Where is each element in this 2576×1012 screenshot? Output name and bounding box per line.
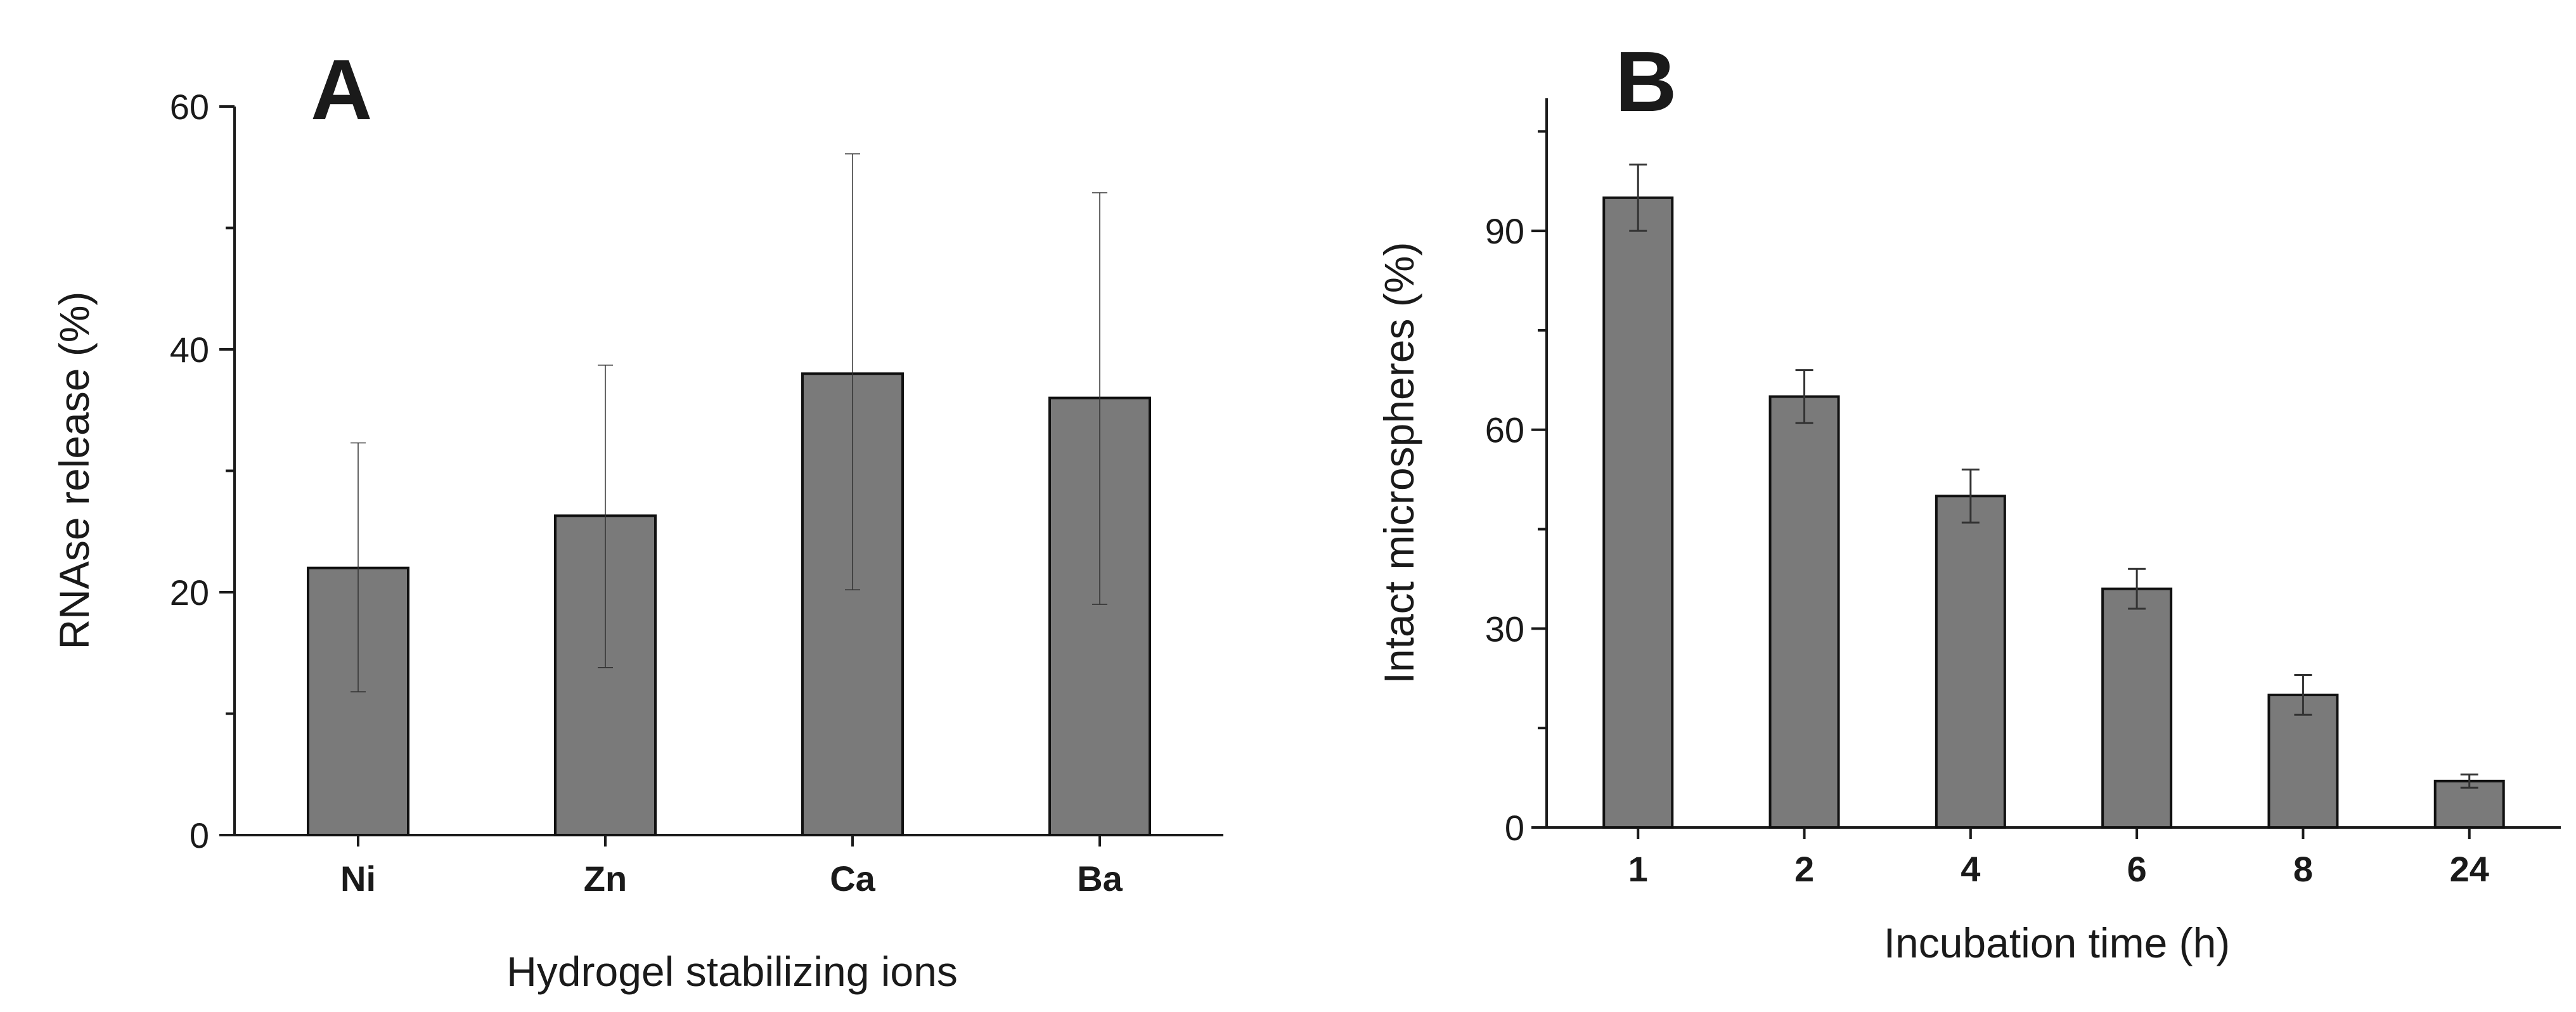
panel-b-x-axis-title: Incubation time (h) [1884,919,2231,966]
panel-b-x-tick-label-1: 1 [1628,849,1648,889]
panel-b-letter: B [1615,34,1677,129]
panel-b-bar-24 [2433,779,2505,829]
panel-a-bar-chart: A Hydrogel stabilizing ions RNAse releas… [51,42,1223,995]
panel-a-letter: A [311,42,373,138]
panel-b-bar-4 [1935,495,2006,829]
panel-b-bar-2 [1768,395,1840,829]
panel-a-y-tick-label: 60 [170,87,209,127]
panel-a-y-tick-label: 0 [190,815,209,855]
panel-a-x-tick-label-Zn: Zn [584,859,627,898]
panel-b-y-tick-label: 30 [1485,609,1524,649]
panel-b-x-tick-label-24: 24 [2450,849,2489,889]
panel-a-y-tick-label: 20 [170,573,209,613]
panel-a-x-tick-label-Ca: Ca [830,859,875,898]
panel-a-marks: 0 20 40 60 Ni Zn Ca Ba [170,87,1151,898]
panel-b-y-tick-label: 0 [1505,808,1524,848]
panel-a-y-axis-title: RNAse release (%) [51,292,98,650]
panel-b-x-tick-label-2: 2 [1794,849,1814,889]
panel-b-bar-6 [2101,587,2173,829]
panel-b-bar-chart: B Incubation time (h) Intact microsphere… [1375,34,2561,966]
panel-b-x-tick-label-4: 4 [1961,849,1980,889]
panel-b-x-tick-label-8: 8 [2293,849,2313,889]
panel-a-x-tick-label-Ni: Ni [340,859,376,898]
panel-b-y-tick-label: 90 [1485,211,1524,251]
panel-a-x-tick-label-Ba: Ba [1077,859,1123,898]
panel-a-x-axis-title: Hydrogel stabilizing ions [506,948,958,995]
panel-b-x-tick-label-6: 6 [2127,849,2147,889]
panel-b-bar-1 [1602,196,1674,829]
panel-b-y-axis-title: Intact microspheres (%) [1375,242,1422,684]
panel-b-y-tick-label: 60 [1485,410,1524,450]
panel-a-y-tick-label: 40 [170,330,209,370]
